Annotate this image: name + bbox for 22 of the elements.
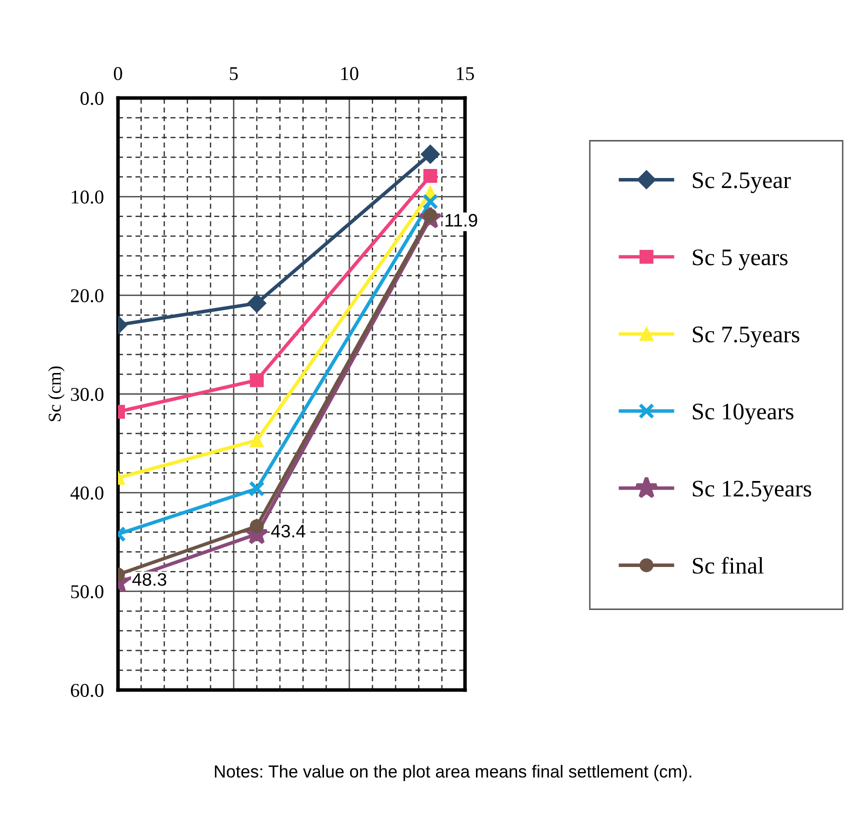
- legend-label: Sc 5 years: [692, 249, 788, 270]
- x-tick-label: 5: [230, 67, 238, 80]
- text: Notes: The value on the plot area means final settlement (cm).: [214, 764, 692, 782]
- legend-label: Sc 12.5years: [692, 480, 812, 502]
- x-tick-label: 15: [456, 67, 474, 80]
- y-tick-label: 30.0: [71, 388, 104, 402]
- data-label: 11.9: [446, 214, 478, 227]
- legend-label: Sc 10years: [692, 404, 794, 424]
- y-tick-label: 0.0: [80, 92, 104, 106]
- legend-label: Sc 2.5year: [692, 172, 791, 194]
- y-axis-title: Sc (cm): [48, 366, 65, 422]
- y-tick-label: 10.0: [72, 190, 104, 204]
- y-tick-label: 20.0: [70, 289, 104, 302]
- y-tick-label: 60.0: [70, 684, 104, 698]
- x-tick-label: 0: [114, 67, 122, 80]
- y-tick-label: 50.0: [71, 585, 104, 598]
- y-tick-label: 40.0: [70, 486, 104, 500]
- data-label: 43.4: [271, 524, 306, 538]
- legend-label: Sc final: [692, 556, 764, 574]
- data-label: 48.3: [132, 573, 166, 586]
- legend-label: Sc 7.5years: [692, 326, 800, 348]
- x-tick-label: 10: [341, 67, 358, 80]
